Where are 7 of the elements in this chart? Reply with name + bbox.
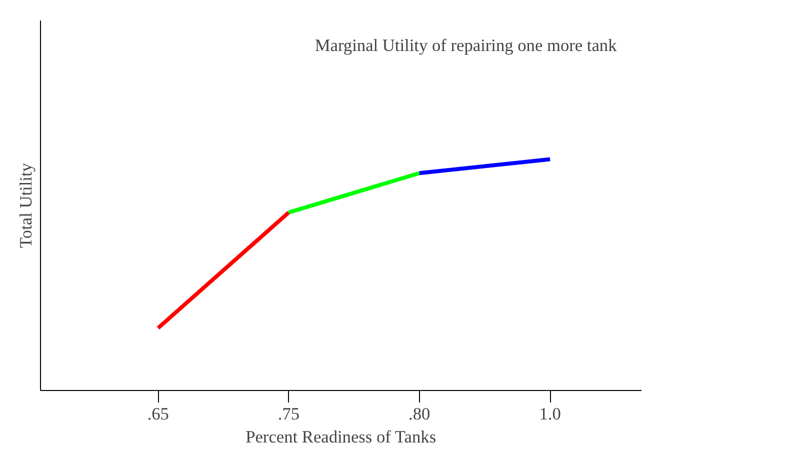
text: Marginal Utility of repairing one more tank <box>314 36 618 56</box>
x-tick-label: .65 <box>147 404 169 424</box>
x-tick-label: .75 <box>278 404 300 424</box>
x-axis-title: Percent Readiness of Tanks <box>246 428 436 446</box>
y-axis-title: Total Utility <box>16 162 36 248</box>
x-tick-label: 1.0 <box>539 404 561 424</box>
x-tick-label: .80 <box>408 404 430 424</box>
